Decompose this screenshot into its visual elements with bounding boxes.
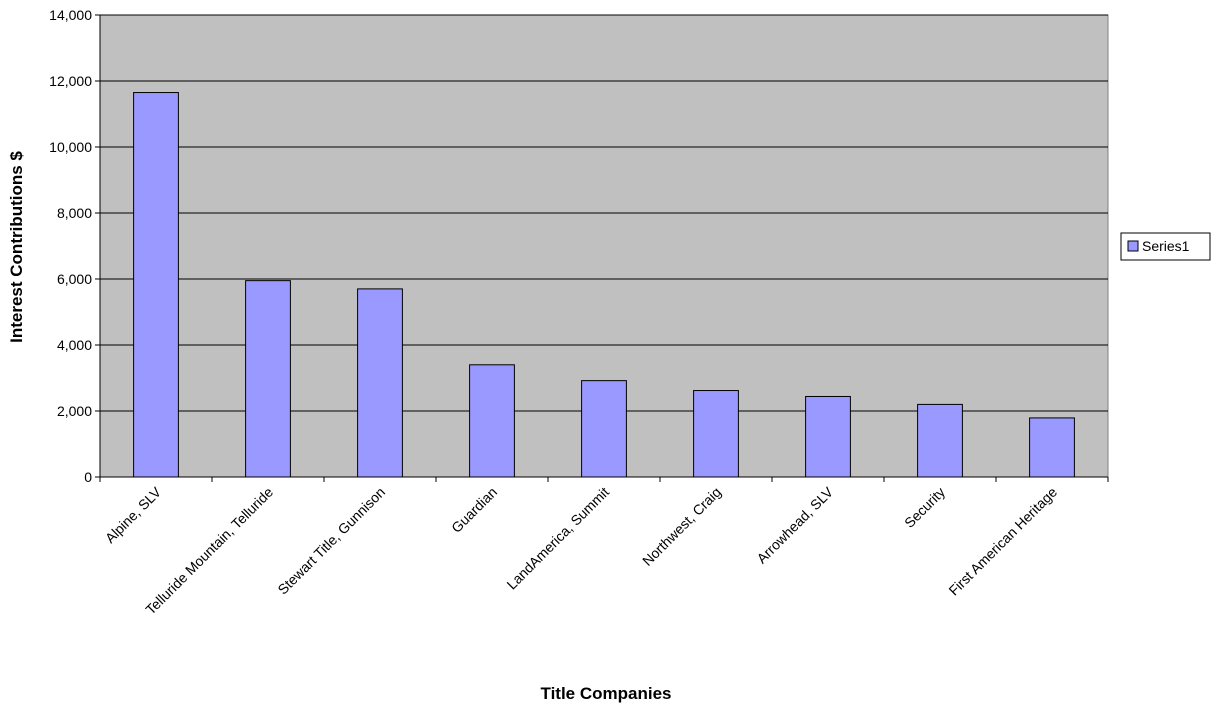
y-tick-label: 2,000 (57, 403, 92, 419)
bar-7 (917, 403, 963, 478)
y-tick-label: 12,000 (49, 73, 92, 89)
bar-4 (581, 380, 627, 478)
x-tick-label: Arrowhead, SLV (753, 483, 836, 566)
x-tick-label: Guardian (448, 484, 500, 536)
bar-3 (469, 364, 515, 478)
legend-swatch (1127, 240, 1139, 252)
x-tick-label: First American Heritage (945, 484, 1060, 599)
x-axis-title: Title Companies (541, 684, 672, 703)
bar-8 (1029, 417, 1075, 478)
x-tick-label: Security (901, 484, 948, 531)
bar-2 (357, 288, 403, 478)
axes (95, 14, 1109, 482)
x-tick-label: Telluride Mountain, Telluride (142, 484, 276, 618)
y-tick-label: 8,000 (57, 205, 92, 221)
bars (133, 92, 1075, 478)
bar-0 (133, 92, 179, 478)
y-tick-label: 14,000 (49, 7, 92, 23)
x-tick-label: LandAmerica, Summit (503, 484, 612, 593)
y-tick-label: 6,000 (57, 271, 92, 287)
x-tick-label: Northwest, Craig (639, 484, 724, 569)
y-tick-label: 0 (84, 469, 92, 485)
y-tick-label: 10,000 (49, 139, 92, 155)
y-tick-labels: 0 2,000 4,000 6,000 8,000 10,000 12,000 14,000 (49, 7, 92, 485)
bar-5 (693, 390, 739, 478)
bar-6 (805, 395, 851, 478)
y-axis-title: Interest Contributions $ (7, 151, 26, 343)
bar-1 (245, 280, 291, 478)
y-tick-label: 4,000 (57, 337, 92, 353)
legend-label-series1: Series1 (1142, 238, 1190, 254)
x-tick-label: Alpine, SLV (102, 483, 165, 546)
x-tick-label: Stewart Title, Gunnison (274, 484, 388, 598)
legend: Series1 (1120, 232, 1211, 261)
